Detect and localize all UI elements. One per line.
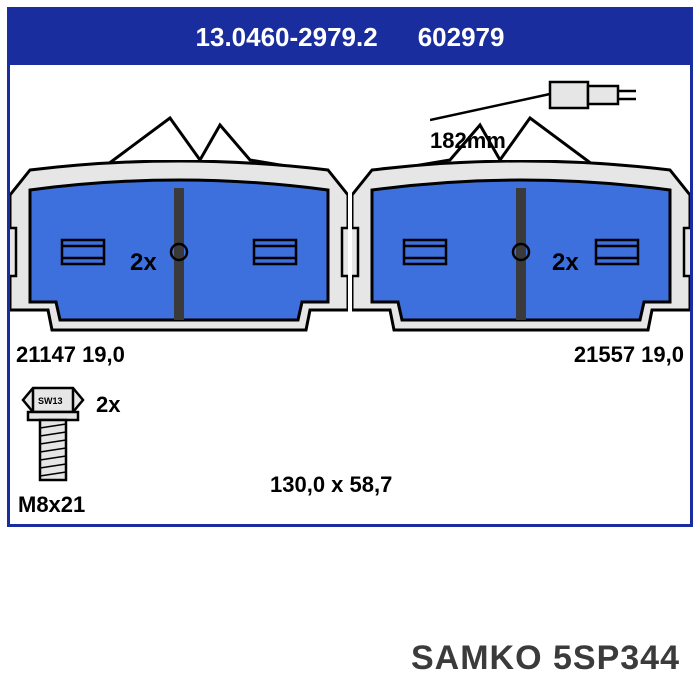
left-pad-code: 21147 19,0: [16, 342, 125, 368]
right-pad-code: 21557 19,0: [574, 342, 684, 368]
svg-text:SW13: SW13: [38, 396, 63, 406]
part-number-long: 13.0460-2979.2: [196, 22, 378, 53]
svg-text:2x: 2x: [130, 249, 157, 276]
diagram-frame: 13.0460-2979.2 602979 182mm: [7, 7, 693, 527]
bolt-icon: SW13: [18, 378, 98, 488]
part-number-short: 602979: [418, 22, 505, 53]
brake-pad-right: 2x: [352, 160, 690, 340]
bolt-spec-label: M8x21: [18, 492, 85, 518]
svg-text:2x: 2x: [552, 249, 579, 276]
header-band: 13.0460-2979.2 602979: [10, 10, 690, 65]
brand-name: SAMKO: [411, 639, 543, 677]
brand-code: 5SP344: [553, 639, 680, 677]
brand-bar: SAMKO 5SP344: [0, 629, 700, 700]
bolt-area: SW13 2x: [18, 378, 148, 488]
brake-pad-left: 2x: [10, 160, 348, 340]
bolt-qty-label: 2x: [96, 392, 120, 418]
dimensions-label: 130,0 x 58,7: [270, 472, 392, 498]
